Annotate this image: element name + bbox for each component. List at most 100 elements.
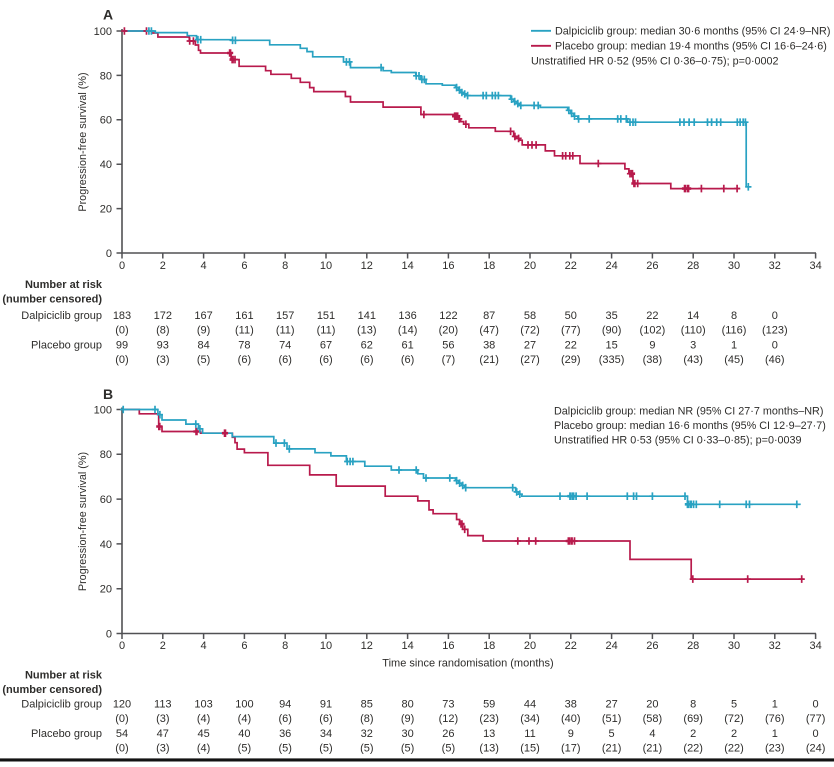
svg-text:12: 12 [361, 640, 373, 652]
svg-text:(24): (24) [806, 743, 826, 755]
svg-text:5: 5 [609, 728, 615, 740]
svg-text:0: 0 [772, 310, 778, 322]
svg-text:(number censored): (number censored) [2, 684, 102, 696]
svg-text:8: 8 [731, 310, 737, 322]
svg-text:58: 58 [524, 310, 536, 322]
svg-text:8: 8 [690, 699, 696, 711]
svg-text:0: 0 [813, 699, 819, 711]
svg-text:34: 34 [320, 728, 332, 740]
svg-text:0: 0 [772, 340, 778, 352]
svg-text:4: 4 [201, 260, 207, 272]
svg-text:47: 47 [157, 728, 169, 740]
svg-text:27: 27 [605, 699, 617, 711]
svg-text:1: 1 [772, 699, 778, 711]
svg-text:28: 28 [687, 640, 699, 652]
svg-text:(6): (6) [319, 713, 332, 725]
svg-text:(102): (102) [640, 325, 666, 337]
svg-text:80: 80 [100, 449, 112, 461]
svg-text:0: 0 [119, 640, 125, 652]
svg-text:4: 4 [649, 728, 655, 740]
svg-text:Number at risk: Number at risk [25, 670, 103, 682]
svg-text:(3): (3) [156, 743, 169, 755]
svg-text:18: 18 [483, 260, 495, 272]
svg-text:3: 3 [690, 340, 696, 352]
svg-text:13: 13 [483, 728, 495, 740]
svg-text:(72): (72) [520, 325, 540, 337]
svg-text:(6): (6) [401, 354, 414, 366]
svg-text:2: 2 [160, 640, 166, 652]
svg-text:122: 122 [439, 310, 457, 322]
svg-text:15: 15 [605, 340, 617, 352]
svg-text:14: 14 [687, 310, 699, 322]
svg-text:34: 34 [809, 260, 821, 272]
svg-text:(0): (0) [115, 354, 128, 366]
svg-text:(14): (14) [398, 325, 418, 337]
svg-text:172: 172 [154, 310, 172, 322]
svg-text:(38): (38) [643, 354, 663, 366]
svg-text:(116): (116) [722, 325, 747, 337]
svg-text:6: 6 [241, 640, 247, 652]
svg-text:10: 10 [320, 640, 332, 652]
svg-text:9: 9 [649, 340, 655, 352]
svg-text:38: 38 [483, 340, 495, 352]
svg-text:93: 93 [157, 340, 169, 352]
svg-text:50: 50 [565, 310, 577, 322]
svg-text:(27): (27) [520, 354, 540, 366]
svg-text:84: 84 [197, 340, 209, 352]
svg-text:(6): (6) [278, 354, 291, 366]
svg-text:20: 20 [524, 640, 536, 652]
svg-text:(5): (5) [197, 354, 210, 366]
svg-text:(5): (5) [238, 743, 251, 755]
svg-text:30: 30 [728, 260, 740, 272]
svg-text:(90): (90) [602, 325, 622, 337]
svg-text:32: 32 [769, 640, 781, 652]
svg-text:Unstratified HR 0·52 (95% CI 0: Unstratified HR 0·52 (95% CI 0·36–0·75);… [531, 56, 779, 68]
svg-text:183: 183 [113, 310, 131, 322]
svg-text:(4): (4) [238, 713, 251, 725]
svg-text:(12): (12) [439, 713, 459, 725]
svg-text:99: 99 [116, 340, 128, 352]
svg-text:36: 36 [279, 728, 291, 740]
svg-text:2: 2 [690, 728, 696, 740]
svg-text:(0): (0) [115, 743, 128, 755]
svg-text:14: 14 [401, 260, 413, 272]
svg-text:26: 26 [442, 728, 454, 740]
svg-text:(23): (23) [765, 743, 785, 755]
svg-text:87: 87 [483, 310, 495, 322]
svg-text:(20): (20) [439, 325, 459, 337]
svg-text:8: 8 [282, 260, 288, 272]
svg-text:40: 40 [100, 159, 112, 171]
svg-text:(5): (5) [278, 743, 291, 755]
svg-text:(29): (29) [561, 354, 581, 366]
svg-text:2: 2 [160, 260, 166, 272]
svg-text:22: 22 [565, 340, 577, 352]
svg-text:6: 6 [241, 260, 247, 272]
svg-text:(6): (6) [319, 354, 332, 366]
svg-text:8: 8 [282, 640, 288, 652]
svg-text:(11): (11) [276, 325, 295, 337]
svg-text:Dalpiciclib group: Dalpiciclib group [21, 310, 102, 322]
svg-text:(46): (46) [765, 354, 785, 366]
svg-text:(8): (8) [156, 325, 169, 337]
svg-text:14: 14 [401, 640, 413, 652]
svg-text:(51): (51) [602, 713, 622, 725]
svg-text:Progression-free survival (%): Progression-free survival (%) [77, 72, 89, 211]
svg-text:(6): (6) [360, 354, 373, 366]
svg-text:(11): (11) [317, 325, 336, 337]
svg-text:80: 80 [401, 699, 413, 711]
svg-text:(5): (5) [360, 743, 373, 755]
svg-text:(0): (0) [115, 325, 128, 337]
svg-text:2: 2 [731, 728, 737, 740]
svg-text:22: 22 [646, 310, 658, 322]
svg-text:(22): (22) [683, 743, 703, 755]
svg-text:(17): (17) [561, 743, 581, 755]
svg-text:(58): (58) [643, 713, 663, 725]
svg-text:(69): (69) [683, 713, 703, 725]
svg-text:(13): (13) [479, 743, 499, 755]
svg-text:0: 0 [813, 728, 819, 740]
svg-text:32: 32 [361, 728, 373, 740]
svg-text:(77): (77) [806, 713, 826, 725]
svg-text:20: 20 [100, 584, 112, 596]
svg-text:40: 40 [100, 539, 112, 551]
svg-text:56: 56 [442, 340, 454, 352]
